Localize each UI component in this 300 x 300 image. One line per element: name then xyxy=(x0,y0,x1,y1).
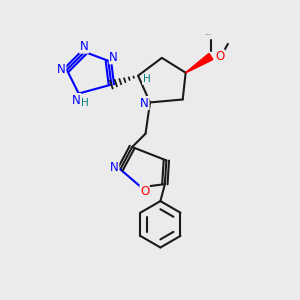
Text: O: O xyxy=(215,50,225,63)
Text: methoxy: methoxy xyxy=(206,34,213,35)
Text: N: N xyxy=(80,40,88,53)
Text: N: N xyxy=(110,51,118,64)
Text: H: H xyxy=(81,98,89,108)
Polygon shape xyxy=(186,53,213,73)
Text: N: N xyxy=(140,97,149,110)
Text: O: O xyxy=(140,185,149,198)
Text: O: O xyxy=(214,50,224,63)
Text: N: N xyxy=(72,94,81,106)
Polygon shape xyxy=(186,55,212,73)
Text: H: H xyxy=(142,74,150,84)
Text: N: N xyxy=(57,63,66,76)
Text: N: N xyxy=(110,161,119,174)
